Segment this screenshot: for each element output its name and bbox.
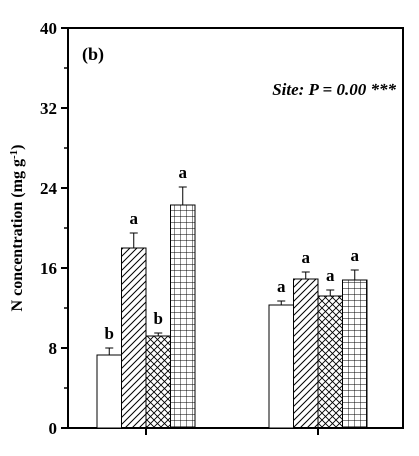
bar [342, 279, 368, 429]
significance-letter: a [302, 248, 311, 267]
y-tick-label: 40 [40, 19, 57, 38]
bar [145, 335, 171, 429]
significance-letter: a [351, 246, 360, 265]
significance-letter: b [105, 324, 114, 343]
significance-letter: a [179, 163, 188, 182]
bar [293, 278, 319, 429]
bar [268, 304, 294, 429]
bar [317, 295, 343, 429]
significance-letter: a [326, 266, 335, 285]
significance-letter: a [130, 209, 139, 228]
y-axis-label-main: N concentration (mg g [9, 159, 26, 311]
y-tick-label: 32 [40, 99, 57, 118]
bar [96, 354, 122, 429]
y-axis-label: N concentration (mg g-1) [8, 145, 26, 312]
y-axis-label-close: ) [9, 145, 26, 150]
significance-letter: a [277, 277, 286, 296]
panel-label: (b) [82, 44, 104, 65]
significance-letter: b [154, 309, 163, 328]
y-tick-label: 8 [49, 339, 58, 358]
y-axis: 0 8 16 24 32 40 [40, 19, 68, 438]
bar [121, 247, 147, 429]
significance-annotation: Site: P = 0.00 *** [272, 80, 396, 99]
bar [170, 204, 196, 429]
y-axis-label-superscript: -1 [8, 150, 20, 159]
y-tick-label: 0 [49, 419, 58, 438]
y-tick-label: 16 [40, 259, 57, 278]
x-axis [145, 428, 319, 435]
y-tick-label: 24 [40, 179, 58, 198]
